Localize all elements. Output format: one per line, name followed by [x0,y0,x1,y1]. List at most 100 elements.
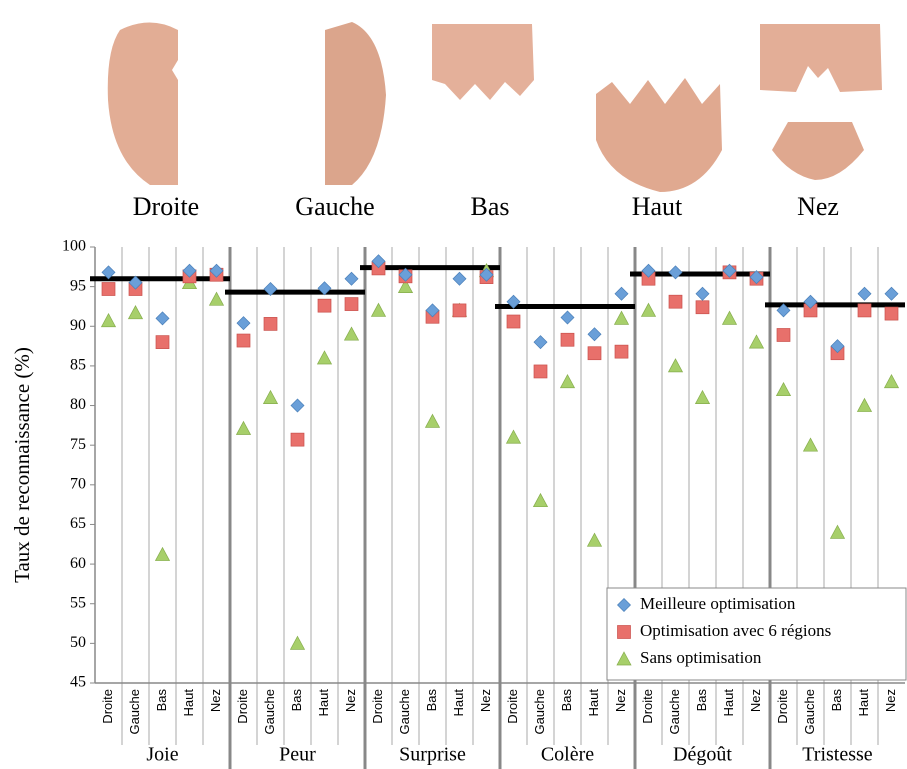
diamond-marker [425,303,440,318]
legend-label: Sans optimisation [640,648,762,667]
x-tick-label: Bas [289,689,304,712]
triangle-marker [616,651,632,666]
y-axis-title: Taux de reconnaissance (%) [10,347,34,583]
square-marker [668,294,683,309]
triangle-marker [127,305,144,320]
diamond-marker [587,327,602,342]
diamond-marker [506,294,521,309]
triangle-marker [667,358,684,373]
region-label: Haut [632,192,683,221]
group-label: Dégoût [673,744,732,766]
y-tick-label: 95 [70,277,86,294]
square-marker [560,332,575,347]
x-tick-label: Droite [235,689,250,724]
region-label: Bas [471,192,510,221]
square-marker [452,303,467,318]
y-tick-label: 85 [70,357,86,374]
triangle-marker [370,302,387,317]
diamond-marker [803,294,818,309]
diamond-marker [668,265,683,280]
diamond-marker [101,265,116,280]
diamond-marker [749,270,764,285]
x-tick-label: Gauche [532,689,547,735]
y-tick-label: 90 [70,317,86,334]
face-droite [107,22,178,185]
x-tick-label: Nez [883,689,898,712]
square-marker [617,625,631,639]
x-tick-label: Nez [748,689,763,712]
triangle-marker [856,397,873,412]
triangle-marker [802,437,819,452]
y-tick-label: 70 [70,475,86,492]
y-tick-label: 100 [62,238,86,255]
diamond-marker [695,286,710,301]
diamond-marker [722,263,737,278]
triangle-marker [883,374,900,389]
x-tick-label: Droite [370,689,385,724]
region-label: Nez [797,192,839,221]
x-tick-label: Bas [424,689,439,712]
square-marker [344,297,359,311]
diamond-marker [398,267,413,282]
x-tick-label: Droite [100,689,115,724]
square-marker [101,282,116,296]
square-marker [317,298,332,313]
face-nez-bottom [772,122,864,180]
legend-label: Meilleure optimisation [640,594,796,613]
triangle-marker [343,326,360,341]
diamond-marker [830,339,845,354]
square-marker [155,335,170,349]
triangle-marker [775,381,792,397]
square-marker [776,328,791,342]
x-tick-label: Nez [343,689,358,712]
square-marker [614,344,629,359]
diamond-marker [290,398,305,413]
x-tick-label: Bas [694,689,709,712]
triangle-marker [586,532,603,547]
diamond-marker [155,311,170,326]
diamond-marker [371,254,386,269]
diamond-marker [560,310,575,325]
square-marker [506,314,521,329]
x-tick-label: Haut [721,689,736,717]
group-label: Peur [279,744,316,766]
region-label: Droite [133,192,199,221]
diamond-marker [182,263,197,278]
face-images [107,22,882,192]
triangle-marker [208,291,225,306]
group-label: Joie [146,744,178,766]
triangle-marker [289,635,306,650]
diamond-marker [452,271,467,286]
x-tick-label: Gauche [667,689,682,735]
group-label: Tristesse [802,744,873,766]
y-tick-label: 55 [70,594,86,611]
triangle-marker [235,420,252,435]
diamond-marker [236,316,251,331]
x-tick-label: Droite [640,689,655,724]
x-tick-label: Nez [478,689,493,712]
diamond-marker [641,263,656,278]
face-gauche [325,22,386,185]
square-marker [857,303,872,318]
diamond-marker [533,335,548,350]
y-tick-label: 50 [70,634,86,651]
diamond-marker [857,286,872,301]
triangle-marker [748,334,765,349]
square-marker [290,432,305,447]
triangle-marker [613,310,630,325]
triangle-marker [505,429,522,444]
x-tick-label: Droite [775,689,790,724]
x-tick-label: Haut [856,689,871,717]
face-bas [432,24,534,100]
x-tick-label: Bas [559,689,574,712]
group-label: Surprise [399,744,466,766]
diamond-marker [884,286,899,301]
group-label: Colère [541,744,594,766]
triangle-marker [262,389,279,404]
x-tick-label: Nez [208,689,223,712]
triangle-marker [694,389,711,404]
x-tick-label: Gauche [802,689,817,735]
plot: 45 50 55 60 65 70 75 80 85 90 95 100 Droite Gauche Bas… [62,238,907,769]
triangle-marker [100,312,117,328]
